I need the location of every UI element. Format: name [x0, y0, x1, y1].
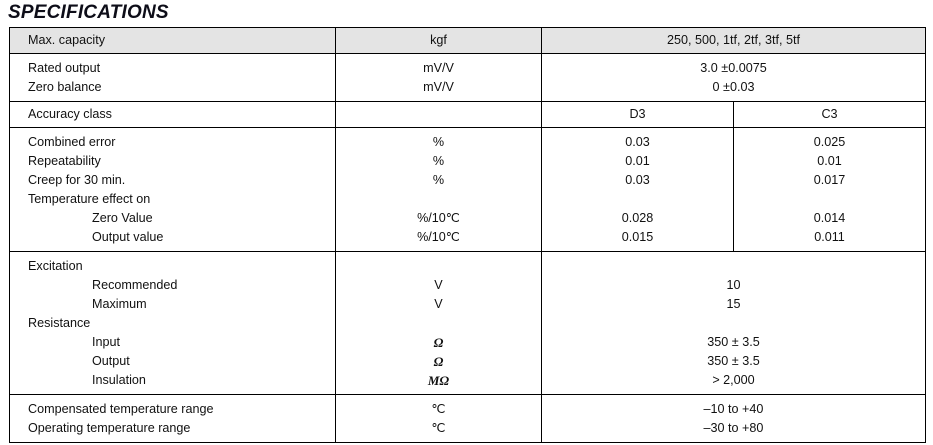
- unit-creep: %: [432, 173, 445, 187]
- cell-unit-accuracy-group: % % % %/10℃ %/10℃: [335, 127, 542, 252]
- value-rated-output: 3.0 ±0.0075: [700, 61, 767, 75]
- unit-output-value: %/10℃: [417, 230, 460, 244]
- cell-unit-accuracy-class: [335, 101, 542, 128]
- cell-value-max-capacity: 250, 500, 1tf, 2tf, 3tf, 5tf: [541, 27, 926, 54]
- value-output: 350 ± 3.5: [707, 354, 760, 368]
- label-combined-error: Combined error: [28, 135, 116, 149]
- table-row-temperature-group: Compensated temperature range Operating …: [9, 394, 926, 443]
- cell-label-accuracy-group: Combined error Repeatability Creep for 3…: [9, 127, 336, 252]
- unit-output: Ω: [433, 354, 444, 369]
- value-zero-balance: 0 ±0.03: [712, 80, 755, 94]
- value-d3-repeatability: 0.01: [625, 154, 650, 168]
- value-max-capacity: 250, 500, 1tf, 2tf, 3tf, 5tf: [666, 33, 801, 47]
- cell-label-max-capacity: Max. capacity: [9, 27, 336, 54]
- specifications-table: Max. capacity kgf 250, 500, 1tf, 2tf, 3t…: [9, 27, 926, 443]
- table-row-max-capacity: Max. capacity kgf 250, 500, 1tf, 2tf, 3t…: [9, 27, 926, 54]
- label-zero-value: Zero Value: [92, 211, 153, 225]
- label-excitation: Excitation: [28, 259, 83, 273]
- value-insulation: > 2,000: [712, 373, 755, 387]
- value-c3-zero-value: 0.014: [813, 211, 846, 225]
- unit-accuracy-class: [344, 105, 533, 124]
- value-d3-output-value: 0.015: [621, 230, 654, 244]
- value-d3-zero-value: 0.028: [621, 211, 654, 225]
- label-creep: Creep for 30 min.: [28, 173, 126, 187]
- table-row-output-group: Rated output Zero balance mV/V mV/V 3.0 …: [9, 53, 926, 102]
- value-class-c3: C3: [821, 107, 838, 121]
- unit-recommended: V: [434, 278, 443, 292]
- cell-class-d3: D3: [541, 101, 734, 128]
- unit-max-capacity: kgf: [430, 33, 447, 47]
- cell-unit-electrical-group: V V Ω Ω MΩ: [335, 251, 542, 395]
- value-operating-temperature-range: –30 to +80: [703, 421, 764, 435]
- value-d3-temperature-effect-on: [550, 190, 725, 209]
- unit-rated-output: mV/V: [423, 61, 454, 75]
- value-compensated-temperature-range: –10 to +40: [703, 402, 764, 416]
- value-c3-creep: 0.017: [813, 173, 846, 187]
- unit-compensated-temperature-range: ℃: [431, 402, 446, 416]
- value-class-d3: D3: [629, 107, 646, 121]
- unit-excitation: [344, 257, 533, 276]
- cell-values-d3: 0.03 0.01 0.03 0.028 0.015: [541, 127, 734, 252]
- label-repeatability: Repeatability: [28, 154, 101, 168]
- cell-unit-max-capacity: kgf: [335, 27, 542, 54]
- value-recommended: 10: [726, 278, 741, 292]
- unit-input: Ω: [433, 335, 444, 350]
- cell-class-c3: C3: [733, 101, 926, 128]
- label-input: Input: [92, 335, 121, 349]
- table-row-accuracy-class: Accuracy class D3 C3: [9, 101, 926, 128]
- cell-values-c3: 0.025 0.01 0.017 0.014 0.011: [733, 127, 926, 252]
- label-zero-balance: Zero balance: [28, 80, 102, 94]
- value-c3-repeatability: 0.01: [817, 154, 842, 168]
- value-d3-combined-error: 0.03: [625, 135, 650, 149]
- label-resistance: Resistance: [28, 316, 91, 330]
- value-c3-output-value: 0.011: [814, 230, 845, 244]
- unit-temperature-effect-on: [344, 190, 533, 209]
- label-operating-temperature-range: Operating temperature range: [28, 421, 191, 435]
- table-row-electrical-group: Excitation Recommended Maximum Resistanc…: [9, 251, 926, 395]
- value-d3-creep: 0.03: [625, 173, 650, 187]
- label-rated-output: Rated output: [28, 61, 101, 75]
- value-resistance: [550, 314, 917, 333]
- label-recommended: Recommended: [92, 278, 178, 292]
- page-title: SPECIFICATIONS: [8, 2, 169, 23]
- unit-resistance: [344, 314, 533, 333]
- label-max-capacity: Max. capacity: [28, 33, 105, 47]
- label-compensated-temperature-range: Compensated temperature range: [28, 402, 214, 416]
- unit-zero-balance: mV/V: [423, 80, 454, 94]
- cell-value-output-group: 3.0 ±0.0075 0 ±0.03: [541, 53, 926, 102]
- label-output: Output: [92, 354, 130, 368]
- cell-unit-temperature-group: ℃ ℃: [335, 394, 542, 443]
- value-c3-combined-error: 0.025: [813, 135, 846, 149]
- label-maximum: Maximum: [92, 297, 147, 311]
- unit-maximum: V: [434, 297, 443, 311]
- unit-insulation: MΩ: [427, 373, 450, 388]
- cell-label-electrical-group: Excitation Recommended Maximum Resistanc…: [9, 251, 336, 395]
- cell-label-accuracy-class: Accuracy class: [9, 101, 336, 128]
- cell-label-output-group: Rated output Zero balance: [9, 53, 336, 102]
- label-accuracy-class: Accuracy class: [28, 107, 112, 121]
- cell-unit-output-group: mV/V mV/V: [335, 53, 542, 102]
- unit-repeatability: %: [432, 154, 445, 168]
- label-insulation: Insulation: [92, 373, 146, 387]
- unit-operating-temperature-range: ℃: [431, 421, 446, 435]
- unit-combined-error: %: [432, 135, 445, 149]
- cell-label-temperature-group: Compensated temperature range Operating …: [9, 394, 336, 443]
- value-input: 350 ± 3.5: [707, 335, 760, 349]
- label-temperature-effect-on: Temperature effect on: [28, 192, 151, 206]
- label-output-value: Output value: [92, 230, 164, 244]
- cell-value-electrical-group: 10 15 350 ± 3.5 350 ± 3.5 > 2,000: [541, 251, 926, 395]
- cell-value-temperature-group: –10 to +40 –30 to +80: [541, 394, 926, 443]
- value-excitation: [550, 257, 917, 276]
- value-maximum: 15: [726, 297, 741, 311]
- unit-zero-value: %/10℃: [417, 211, 460, 225]
- value-c3-temperature-effect-on: [742, 190, 917, 209]
- table-row-accuracy-group: Combined error Repeatability Creep for 3…: [9, 127, 926, 252]
